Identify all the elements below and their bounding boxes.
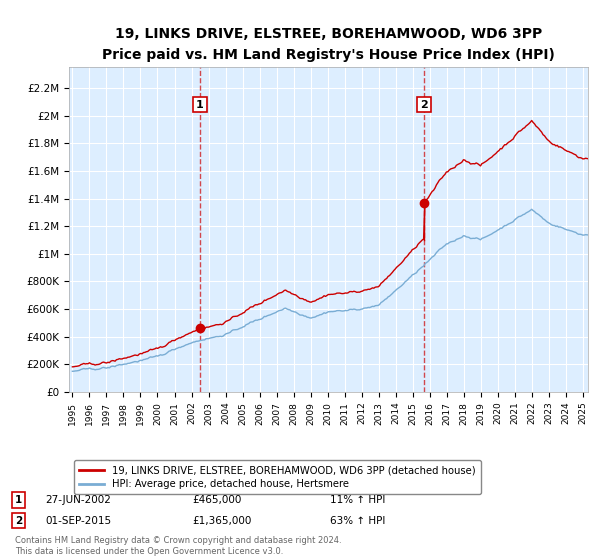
Legend: 19, LINKS DRIVE, ELSTREE, BOREHAMWOOD, WD6 3PP (detached house), HPI: Average pr: 19, LINKS DRIVE, ELSTREE, BOREHAMWOOD, W… [74,460,481,494]
Text: 01-SEP-2015: 01-SEP-2015 [45,516,111,526]
Text: 11% ↑ HPI: 11% ↑ HPI [330,495,385,505]
Text: 27-JUN-2002: 27-JUN-2002 [45,495,111,505]
Text: 63% ↑ HPI: 63% ↑ HPI [330,516,385,526]
Text: 1: 1 [15,495,22,505]
Title: 19, LINKS DRIVE, ELSTREE, BOREHAMWOOD, WD6 3PP
Price paid vs. HM Land Registry's: 19, LINKS DRIVE, ELSTREE, BOREHAMWOOD, W… [102,27,555,62]
Text: 2: 2 [15,516,22,526]
Text: 2: 2 [420,100,428,110]
Text: £465,000: £465,000 [192,495,241,505]
Text: Contains HM Land Registry data © Crown copyright and database right 2024.
This d: Contains HM Land Registry data © Crown c… [15,536,341,556]
Text: 1: 1 [196,100,204,110]
Text: £1,365,000: £1,365,000 [192,516,251,526]
